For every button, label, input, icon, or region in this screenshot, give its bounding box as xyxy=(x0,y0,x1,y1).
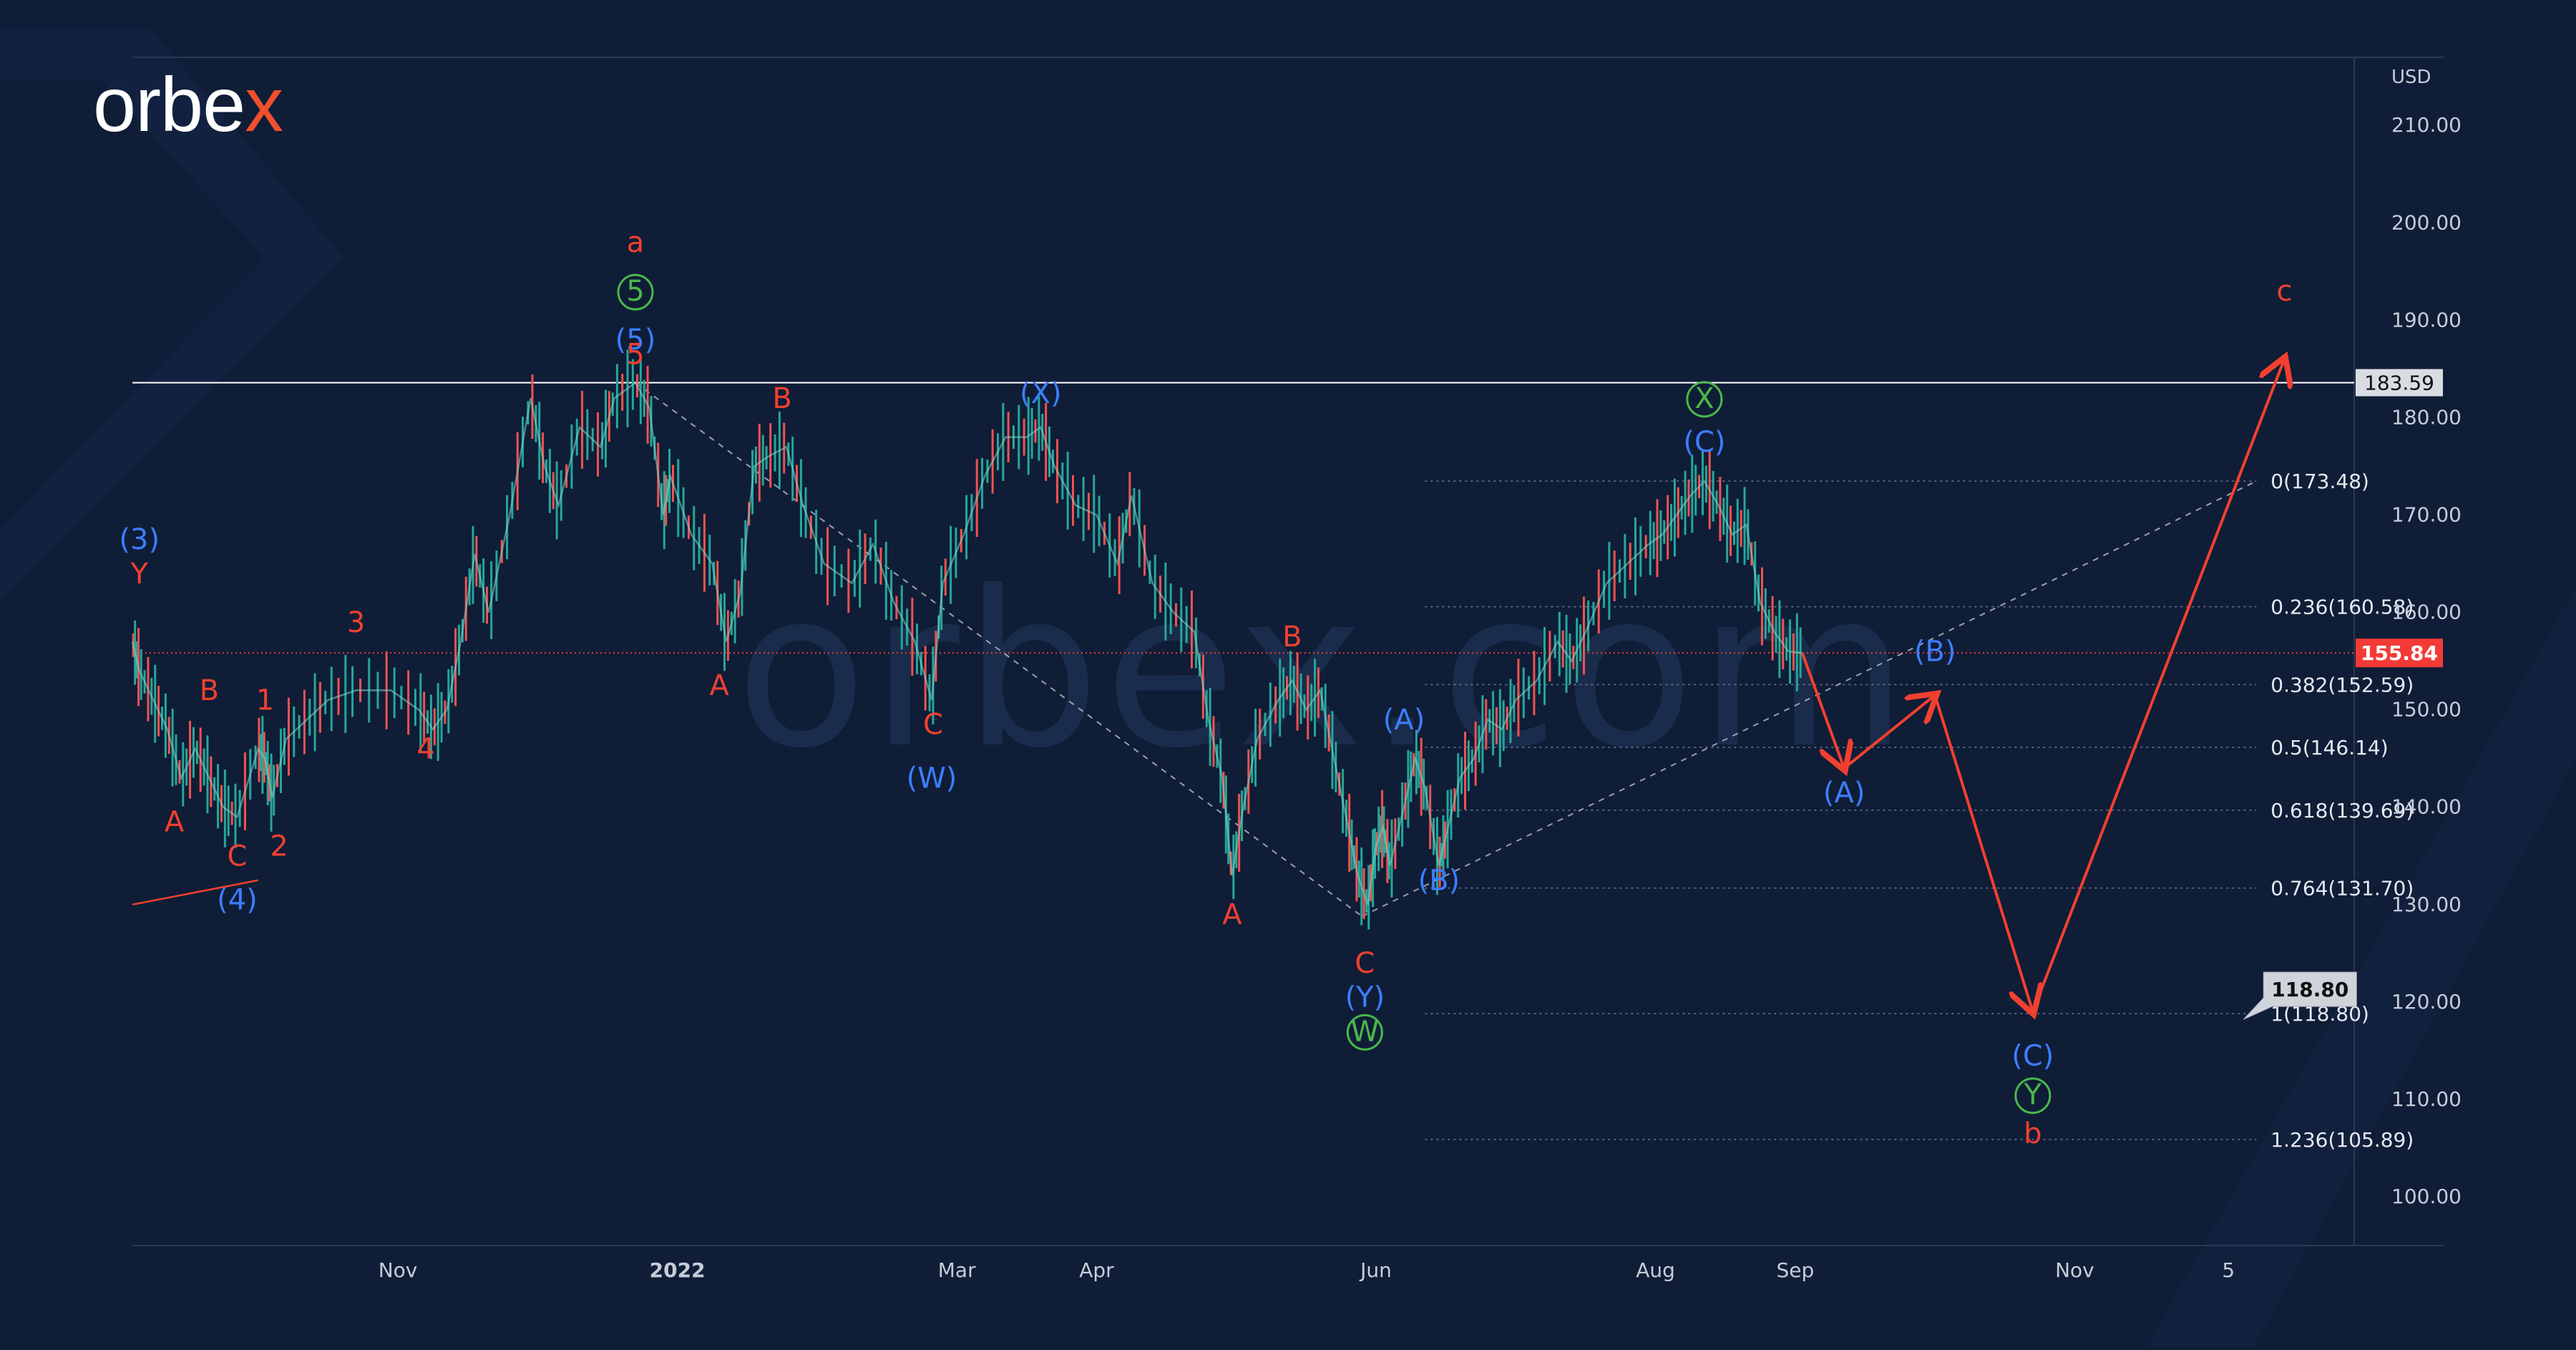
fib-level-label: 0.236(160.58) xyxy=(2270,596,2414,619)
y-tick-label: 150.00 xyxy=(2391,698,2462,722)
trend-line-fib-base xyxy=(1362,480,2257,917)
logo-x-mark: x xyxy=(245,61,283,147)
forecast-arrow xyxy=(1933,694,2033,1011)
x-tick-label: Nov xyxy=(2055,1258,2094,1282)
wave-label: C xyxy=(227,840,247,873)
wave-label: A xyxy=(165,806,185,839)
fibonacci-levels: 0(173.48) 0.236(160.58) 0.382(152.59) 0.5(1… xyxy=(1425,470,2414,1152)
y-tick-label: 190.00 xyxy=(2391,308,2462,331)
wave-label: Y xyxy=(2024,1079,2042,1112)
x-tick-label: Nov xyxy=(379,1258,418,1282)
x-tick-label: Jun xyxy=(1359,1258,1392,1282)
resistance-price-tag xyxy=(2356,369,2443,397)
y-tick-label: 110.00 xyxy=(2391,1087,2462,1111)
wave-label: B xyxy=(200,674,219,707)
target-callout xyxy=(2243,971,2357,1020)
wave-label: 1 xyxy=(256,684,274,717)
wave-label-circle xyxy=(1346,1014,1383,1051)
wave-label: (A) xyxy=(1383,704,1425,737)
wave-label: C xyxy=(1355,947,1375,980)
watermark-text: orbex.com xyxy=(736,545,1912,795)
wave-label: a xyxy=(627,226,645,259)
x-tick-label: Aug xyxy=(1636,1258,1675,1282)
wave-label: (3) xyxy=(119,523,160,556)
wave-label: b xyxy=(2024,1117,2041,1150)
x-tick-label: Apr xyxy=(1079,1258,1114,1282)
wave-label: 2 xyxy=(270,830,288,863)
fib-level-label: 0.764(131.70) xyxy=(2270,877,2414,900)
wave-label: (4) xyxy=(217,884,258,917)
wave-label: (5) xyxy=(615,324,656,356)
wave-label: (C) xyxy=(2011,1039,2054,1072)
trend-lines: 183.59 155.84 xyxy=(132,369,2443,917)
fib-level-label: 0.382(152.59) xyxy=(2270,673,2414,696)
currency-label: USD xyxy=(2391,67,2431,88)
axes: USD 100.00 110.00 120.00 130.00 140.00 150.00 1… xyxy=(379,67,2462,1282)
wave-label: 5 xyxy=(626,339,644,372)
current-price-tag xyxy=(2356,638,2443,668)
wave-label: B xyxy=(1282,621,1302,654)
fib-level-label: 0.5(146.14) xyxy=(2270,736,2388,759)
forecast-arrow xyxy=(1800,652,1845,768)
wave-label: 3 xyxy=(347,606,365,639)
x-tick-label: Sep xyxy=(1776,1258,1814,1282)
price-line xyxy=(131,381,1802,905)
wave-label: 4 xyxy=(416,733,434,766)
wave-label: c xyxy=(2276,275,2292,308)
wave-label: (B) xyxy=(1914,636,1956,669)
wave-label: W xyxy=(1351,1015,1380,1048)
wave-label: B xyxy=(772,382,791,415)
wave-label: (W) xyxy=(907,762,957,795)
resistance-price-label: 183.59 xyxy=(2364,372,2434,395)
wedge-line xyxy=(132,879,258,905)
y-tick-label: 210.00 xyxy=(2391,113,2462,137)
background-decoration xyxy=(0,29,2576,1346)
y-tick-label: 200.00 xyxy=(2391,210,2462,234)
wave-label: (C) xyxy=(1683,426,1725,459)
x-tick-label: 5 xyxy=(2222,1258,2235,1282)
y-tick-label: 170.00 xyxy=(2391,503,2462,527)
wave-label: X xyxy=(1694,382,1714,415)
orbex-logo: orbex xyxy=(93,66,283,143)
fib-level-label: 0.618(139.69) xyxy=(2270,799,2414,822)
wave-label: C xyxy=(923,709,943,742)
forecast-arrow xyxy=(2031,359,2285,1013)
wave-label: 5 xyxy=(626,275,644,308)
x-tick-label: 2022 xyxy=(650,1258,706,1282)
wave-label: (A) xyxy=(1823,777,1865,810)
current-price-label: 155.84 xyxy=(2361,641,2438,665)
target-label: 118.80 xyxy=(2271,978,2348,1001)
grid-lines xyxy=(132,57,2444,1246)
y-tick-label: 100.00 xyxy=(2391,1185,2462,1208)
wave-labels: a5(5)5(3)YBAC(4)1234ABC(W)(X)BAC(Y)W(A)(… xyxy=(119,226,2292,1150)
wave-label-circle xyxy=(2014,1077,2051,1115)
wave-label: (B) xyxy=(1418,864,1460,897)
forecast-path: 118.80 xyxy=(1800,359,2357,1020)
wave-label: (X) xyxy=(1020,377,1062,410)
price-series xyxy=(131,349,1802,930)
y-tick-label: 180.00 xyxy=(2391,405,2462,429)
y-tick-label: 130.00 xyxy=(2391,893,2462,916)
forecast-arrow xyxy=(1843,695,1935,769)
logo-text: orbe xyxy=(93,61,245,147)
fib-level-label: 0(173.48) xyxy=(2270,470,2369,493)
y-tick-label: 120.00 xyxy=(2391,990,2462,1014)
wave-label-circle xyxy=(617,273,654,311)
wave-label-circle xyxy=(1686,381,1723,418)
fib-level-label: 1.236(105.89) xyxy=(2270,1128,2414,1152)
wave-label: A xyxy=(1222,898,1242,931)
y-tick-label: 160.00 xyxy=(2391,601,2462,624)
x-tick-label: Mar xyxy=(938,1258,976,1282)
y-tick-label: 140.00 xyxy=(2391,795,2462,819)
wave-label: (Y) xyxy=(1345,981,1385,1014)
wave-label: A xyxy=(710,669,730,702)
wave-label: Y xyxy=(130,558,149,591)
